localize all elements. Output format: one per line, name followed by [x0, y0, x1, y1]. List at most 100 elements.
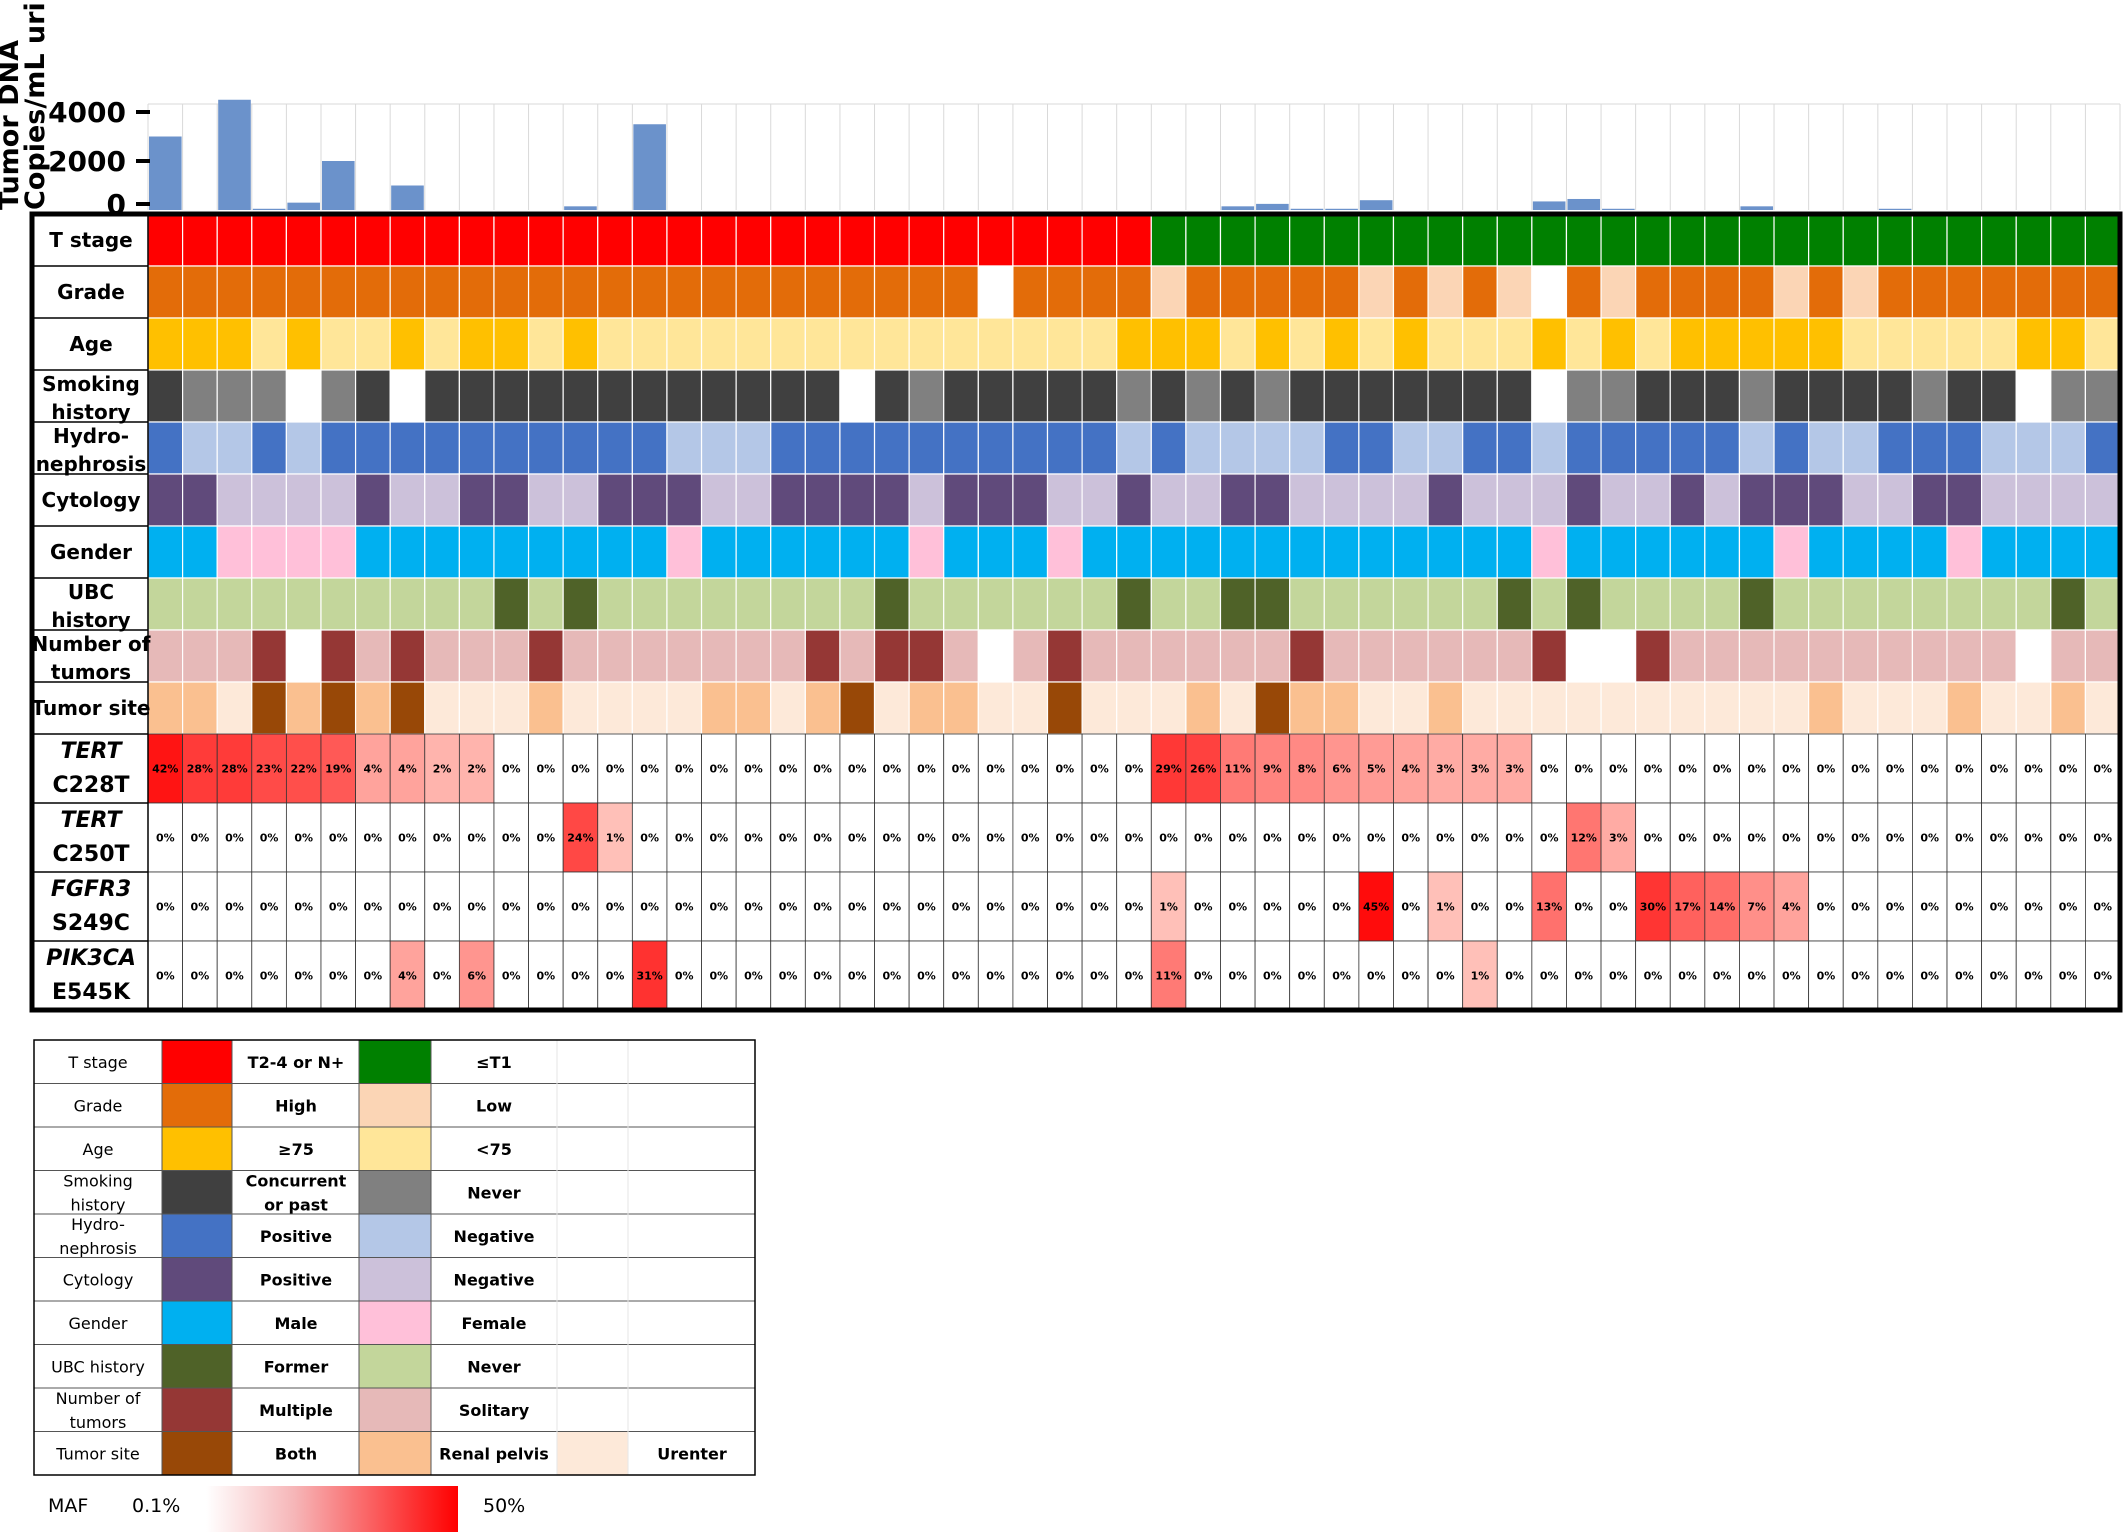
legend-row-label-line: Cytology	[63, 1270, 134, 1289]
clinical-cell	[562, 577, 599, 631]
clinical-cell	[1565, 369, 1602, 423]
clinical-cell	[873, 577, 910, 631]
clinical-cell	[1289, 577, 1325, 631]
clinical-cell	[1531, 317, 1568, 371]
mutation-value: 0%	[1228, 832, 1247, 845]
mutation-value: 0%	[537, 763, 556, 776]
clinical-cell	[943, 369, 979, 423]
mutation-cell	[1704, 871, 1740, 942]
legend-category-2-line: Renal pelvis	[439, 1444, 549, 1463]
mutation-value: 0%	[1540, 763, 1559, 776]
clinical-cell	[147, 317, 184, 371]
mutation-value: 0%	[1678, 832, 1697, 845]
clinical-cell	[320, 265, 357, 319]
clinical-cell	[562, 317, 599, 371]
mutation-cell	[355, 871, 391, 942]
clinical-cell	[631, 213, 668, 267]
clinical-cell	[216, 213, 253, 267]
clinical-cell	[1808, 265, 1844, 319]
clinical-cell	[839, 577, 876, 631]
legend-row-label-line: Grade	[74, 1096, 123, 1115]
clinical-cell	[2015, 421, 2052, 475]
mutation-value: 0%	[1955, 763, 1974, 776]
clinical-cell	[1150, 265, 1187, 319]
clinical-cell	[458, 421, 495, 475]
legend-row-label: Number of tumors	[56, 1389, 141, 1432]
clinical-cell	[1565, 629, 1602, 683]
clinical-cell	[1808, 681, 1844, 735]
legend-row-label: Grade	[74, 1096, 123, 1115]
clinical-cell	[1185, 213, 1222, 267]
mutation-cell	[1254, 871, 1291, 942]
mutation-value: 0%	[1817, 901, 1836, 914]
mutation-value: 0%	[1298, 901, 1317, 914]
clinical-cell	[1219, 681, 1256, 735]
clinical-cell	[839, 213, 876, 267]
clinical-cell	[1981, 629, 2017, 683]
clinical-cell	[700, 317, 737, 371]
mutation-cell	[1669, 871, 1706, 942]
clinical-cell	[2015, 525, 2052, 579]
clinical-cell	[597, 629, 633, 683]
mutation-cell	[562, 733, 599, 804]
clinical-cell	[458, 681, 495, 735]
mutation-cell	[1981, 733, 2017, 804]
mutation-cell	[908, 802, 945, 873]
clinical-cell	[1150, 213, 1187, 267]
clinical-cell	[493, 681, 530, 735]
clinical-cell	[666, 421, 703, 475]
clinical-cell	[700, 577, 737, 631]
clinical-cell	[1323, 525, 1360, 579]
mutation-value: 0%	[1055, 763, 1074, 776]
clinical-cell	[2050, 577, 2087, 631]
clinical-cell	[1842, 577, 1879, 631]
mutation-cell	[424, 733, 460, 804]
mutation-value: 0%	[1505, 901, 1524, 914]
clinical-row-label: Smoking history	[42, 372, 140, 424]
clinical-cell	[285, 421, 322, 475]
legend-category-1: Former	[264, 1357, 329, 1376]
mutation-cell	[1150, 871, 1187, 942]
mutation-cell	[977, 802, 1014, 873]
clinical-cell	[631, 421, 668, 475]
mutation-value: 0%	[986, 763, 1005, 776]
mutation-cell	[597, 733, 633, 804]
legend-category-1: Multiple	[259, 1401, 333, 1420]
legend-category-2: Never	[467, 1183, 521, 1202]
clinical-cell	[458, 577, 495, 631]
clinical-cell	[666, 577, 703, 631]
clinical-cell	[1600, 265, 1637, 319]
clinical-cell	[2015, 213, 2052, 267]
clinical-cell	[1046, 421, 1083, 475]
clinical-cell	[320, 421, 357, 475]
mutation-value: 0%	[848, 763, 867, 776]
mutation-cell	[320, 871, 356, 942]
clinical-row-label-line: Gender	[50, 540, 132, 564]
mutation-cell	[1635, 733, 1671, 804]
clinical-cell	[1185, 473, 1222, 527]
clinical-cell	[424, 317, 460, 371]
legend-category-2-line: Low	[476, 1096, 512, 1115]
clinical-cell	[1012, 473, 1049, 527]
mutation-value: 0%	[848, 832, 867, 845]
clinical-cell	[1462, 629, 1498, 683]
clinical-cell	[1981, 421, 2017, 475]
mutation-value: 0%	[1990, 763, 2009, 776]
clinical-cell	[1600, 421, 1637, 475]
mutation-value: 8%	[1298, 763, 1317, 776]
mutation-value: 0%	[917, 832, 936, 845]
mutation-value: 0%	[433, 901, 452, 914]
legend-category-2: <75	[476, 1140, 512, 1159]
clinical-cell	[562, 369, 599, 423]
mutation-cell	[1220, 733, 1256, 804]
clinical-cell	[1323, 213, 1360, 267]
clinical-cell	[770, 265, 806, 319]
clinical-cell	[1531, 369, 1568, 423]
clinical-cell	[181, 525, 218, 579]
clinical-cell	[1704, 369, 1741, 423]
clinical-cell	[1219, 317, 1256, 371]
clinical-cell	[1116, 577, 1152, 631]
legend-category-2-line: Solitary	[459, 1401, 530, 1420]
mutation-value: 0%	[260, 832, 279, 845]
clinical-cell	[1150, 421, 1187, 475]
